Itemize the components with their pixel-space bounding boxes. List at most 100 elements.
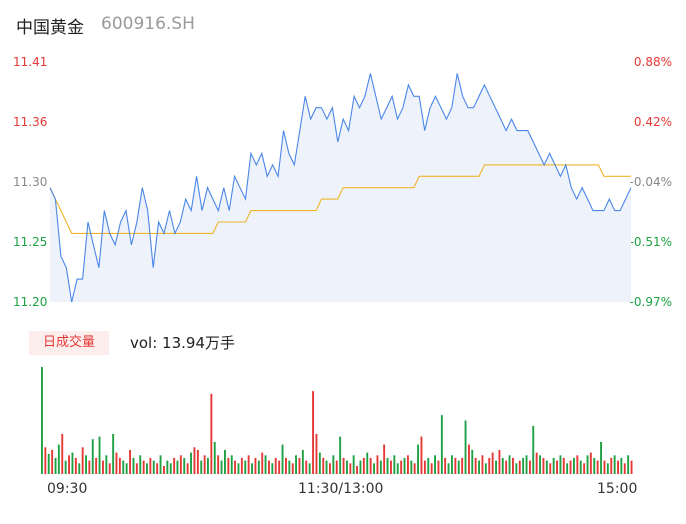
volume-bar bbox=[308, 463, 311, 474]
volume-bar bbox=[617, 460, 619, 474]
volume-bar bbox=[437, 460, 440, 474]
volume-bar bbox=[257, 460, 260, 474]
volume-bar bbox=[525, 455, 528, 474]
volume-bar bbox=[468, 444, 470, 474]
y-left-tick: 11.25 bbox=[13, 235, 48, 249]
y-left-tick: 11.41 bbox=[13, 55, 48, 69]
volume-bar bbox=[545, 460, 548, 474]
volume-bar bbox=[566, 463, 569, 474]
volume-bar bbox=[539, 455, 541, 474]
volume-bar bbox=[342, 457, 345, 474]
volume-bar bbox=[332, 455, 335, 474]
volume-bar bbox=[339, 436, 342, 474]
volume-bar bbox=[98, 436, 101, 474]
volume-bar bbox=[515, 463, 518, 474]
volume-bar bbox=[251, 463, 253, 474]
volume-bar bbox=[627, 455, 630, 474]
x-tick-midday: 11:30/13:00 bbox=[298, 481, 384, 497]
x-tick-open: 09:30 bbox=[47, 481, 88, 497]
volume-bar bbox=[454, 457, 457, 474]
y-right-tick: -0.51% bbox=[629, 235, 672, 249]
volume-bar bbox=[142, 460, 145, 474]
volume-bar bbox=[105, 455, 108, 474]
volume-bar bbox=[562, 457, 565, 474]
volume-bar bbox=[278, 460, 281, 474]
volume-bar bbox=[471, 449, 474, 474]
volume-bar bbox=[291, 463, 294, 474]
volume-bar bbox=[508, 455, 511, 474]
volume-bar bbox=[393, 455, 396, 474]
volume-bar bbox=[179, 455, 182, 474]
volume-bar bbox=[413, 463, 416, 474]
volume-bar bbox=[227, 457, 230, 474]
volume-bar bbox=[115, 452, 118, 474]
volume-bar bbox=[495, 460, 497, 474]
volume-bar bbox=[498, 449, 501, 474]
volume-bar bbox=[247, 455, 250, 474]
volume-bar bbox=[589, 452, 592, 474]
volume-bar bbox=[274, 457, 277, 474]
y-right-tick: 0.88% bbox=[633, 55, 672, 69]
volume-bar bbox=[529, 460, 531, 474]
volume-bar bbox=[71, 452, 74, 474]
volume-bar bbox=[234, 460, 236, 474]
volume-bar bbox=[579, 460, 582, 474]
average-price-line bbox=[49, 164, 631, 234]
volume-bar bbox=[444, 457, 447, 474]
volume-bar bbox=[61, 433, 64, 474]
volume-bar bbox=[200, 460, 203, 474]
volume-bar bbox=[213, 441, 216, 474]
volume-bar bbox=[186, 463, 189, 474]
volume-bar bbox=[237, 463, 240, 474]
volume-bar bbox=[85, 455, 87, 474]
volume-bar bbox=[325, 460, 328, 474]
volume-bar bbox=[91, 439, 94, 474]
volume-bar bbox=[135, 463, 138, 474]
volume-bar bbox=[359, 460, 362, 474]
y-right-tick: -0.04% bbox=[629, 175, 672, 189]
volume-bar bbox=[366, 452, 369, 474]
volume-bar bbox=[576, 455, 579, 474]
volume-bar bbox=[146, 463, 148, 474]
y-left-tick: 11.20 bbox=[13, 295, 48, 309]
volume-bar bbox=[95, 457, 98, 474]
volume-bar bbox=[183, 457, 186, 474]
volume-bar bbox=[461, 457, 464, 474]
volume-bar bbox=[190, 452, 192, 474]
volume-bar bbox=[349, 463, 352, 474]
volume-bar bbox=[403, 457, 406, 474]
volume-bar bbox=[593, 457, 596, 474]
volume-bar bbox=[271, 463, 274, 474]
volume-bar bbox=[305, 460, 308, 474]
volume-bar bbox=[132, 457, 135, 474]
volume-bar bbox=[88, 460, 91, 474]
volume-bar bbox=[430, 463, 433, 474]
volume-bar bbox=[244, 460, 247, 474]
volume-readout: vol: 13.94万手 bbox=[130, 334, 235, 352]
volume-bar bbox=[573, 457, 575, 474]
y-left-tick: 11.36 bbox=[13, 115, 48, 129]
volume-bar bbox=[390, 460, 392, 474]
volume-bar bbox=[78, 463, 81, 474]
volume-bar bbox=[396, 463, 399, 474]
volume-bar bbox=[488, 457, 491, 474]
volume-bar bbox=[386, 457, 389, 474]
x-tick-close: 15:00 bbox=[597, 481, 638, 497]
volume-bar bbox=[295, 455, 297, 474]
volume-bar bbox=[112, 433, 115, 474]
volume-bar bbox=[512, 457, 514, 474]
volume-badge[interactable]: 日成交量 bbox=[29, 331, 109, 355]
volume-bar bbox=[196, 449, 199, 474]
volume-bar bbox=[68, 455, 70, 474]
y-left-tick: 11.30 bbox=[13, 175, 48, 189]
volume-bar bbox=[522, 457, 525, 474]
volume-bar bbox=[169, 463, 172, 474]
volume-bar bbox=[552, 457, 555, 474]
volume-bar bbox=[281, 444, 284, 474]
volume-bar bbox=[298, 457, 301, 474]
volume-bar bbox=[173, 457, 176, 474]
volume-bar bbox=[356, 466, 358, 474]
volume-bar bbox=[322, 457, 325, 474]
volume-bar bbox=[427, 457, 430, 474]
volume-bar bbox=[44, 447, 47, 475]
